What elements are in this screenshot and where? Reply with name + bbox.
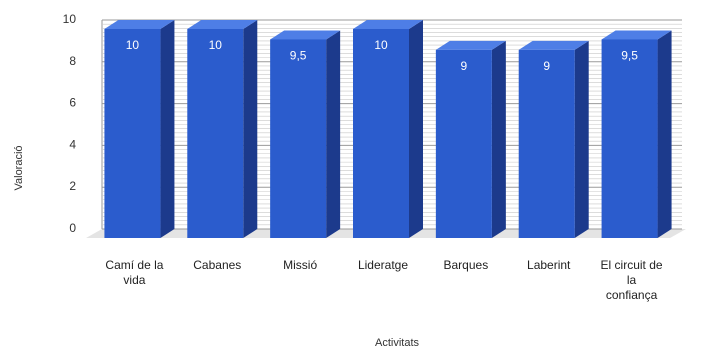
y-axis-ticks: 0 2 4 6 8 10	[63, 12, 77, 235]
bar-front	[435, 49, 492, 239]
bar-side	[409, 20, 423, 238]
bar: 9	[518, 40, 589, 239]
x-tick-label: Cabanes	[193, 258, 241, 272]
bar-top	[270, 30, 341, 40]
bar-front	[270, 39, 327, 239]
bar-front	[518, 49, 575, 239]
bar-side	[574, 40, 589, 239]
bar: 9,5	[601, 30, 672, 239]
data-label: 10	[209, 38, 223, 52]
bar-front	[353, 29, 409, 238]
bar-side	[326, 30, 341, 239]
bar-side	[243, 20, 258, 238]
y-tick-label: 4	[69, 137, 76, 151]
bar-front	[104, 29, 161, 238]
y-tick-label: 6	[69, 96, 76, 110]
data-label: 9	[543, 59, 550, 73]
bar-front	[601, 39, 658, 239]
y-axis-title: Valoració	[13, 145, 25, 190]
bar: 9,5	[270, 30, 341, 239]
x-axis-title: Activitats	[375, 337, 420, 349]
bar: 10	[353, 20, 423, 238]
y-tick-label: 2	[69, 179, 76, 193]
bar-top	[518, 40, 589, 50]
x-tick-label: Missió	[283, 258, 317, 272]
x-tick-label: El circuit de la confiança	[601, 258, 663, 302]
data-label: 9,5	[621, 48, 638, 62]
y-tick-label: 8	[69, 54, 76, 68]
y-tick-label: 0	[69, 221, 76, 235]
data-label: 9,5	[290, 48, 307, 62]
y-tick-label: 10	[63, 12, 77, 26]
bar-side	[491, 40, 506, 239]
x-tick-label: Laberint	[527, 258, 571, 272]
bar: 10	[187, 20, 258, 238]
x-tick-label: Barques	[444, 258, 489, 272]
data-label: 10	[374, 38, 388, 52]
bar-front	[187, 29, 244, 238]
x-axis-ticks: Camí de la vida Cabanes Missió Lideratge Barq…	[105, 258, 662, 302]
bars: 10 10 9,5 10 9 9 9,5	[104, 20, 672, 239]
bar-top	[187, 20, 258, 29]
data-label: 9	[461, 59, 468, 73]
x-tick-label: Lideratge	[358, 258, 408, 272]
x-tick-label: Camí de la vida	[105, 258, 163, 287]
bar-side	[160, 20, 175, 238]
bar-side	[657, 30, 672, 239]
bar-top	[104, 20, 175, 29]
data-label: 10	[126, 38, 140, 52]
bar-top	[435, 40, 506, 50]
bar: 10	[104, 20, 175, 238]
bar-top	[353, 20, 423, 29]
bar-top	[601, 30, 672, 40]
bar: 9	[435, 40, 506, 239]
